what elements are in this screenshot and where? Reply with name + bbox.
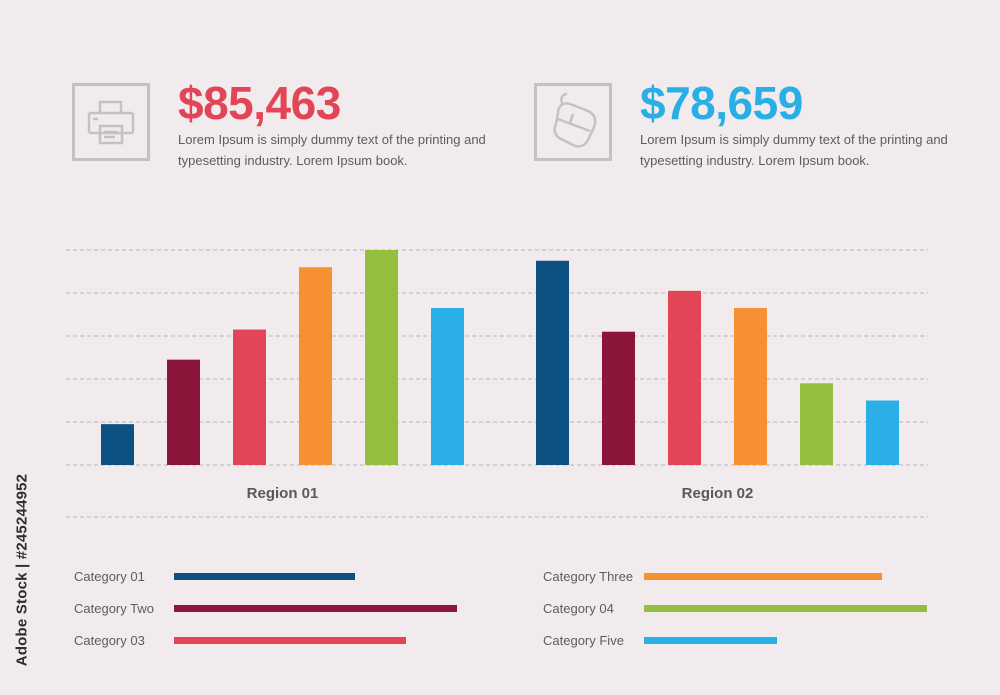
bar-2-5 [800, 383, 833, 465]
legend-label: Category Three [543, 569, 634, 584]
legend-bar [174, 605, 457, 612]
legend-bar [174, 637, 407, 644]
legend-bar [174, 573, 356, 580]
bar-2-2 [602, 331, 635, 465]
legend-bar [644, 605, 927, 612]
bar-1-3 [233, 329, 266, 465]
bar-2-6 [866, 400, 899, 465]
bar-2-4 [734, 308, 767, 465]
printer-icon [72, 83, 150, 161]
bar-2-3 [668, 290, 701, 465]
legend-label: Category 01 [74, 569, 145, 584]
legend-item: Category Three [543, 567, 927, 587]
grouped-bar-chart: Region 01 Region 02 [66, 249, 928, 518]
watermark-text: Adobe Stock | #245244952 [13, 473, 31, 667]
legend-item: Category 01 [74, 567, 457, 587]
stat-value: $85,463 [178, 77, 341, 129]
region-label: Region 01 [247, 485, 319, 502]
watermark: Adobe Stock | #245244952 [6, 455, 38, 685]
bar-1-4 [299, 267, 332, 465]
legend-label: Category 03 [74, 633, 145, 648]
legend-label: Category Five [543, 633, 624, 648]
stat-value: $78,659 [640, 77, 803, 129]
bar-2-1 [536, 260, 569, 465]
bar-1-1 [101, 424, 134, 465]
mouse-icon [534, 83, 612, 161]
region-label: Region 02 [682, 485, 754, 502]
legend-label: Category Two [74, 601, 154, 616]
legend-item: Category 03 [74, 631, 457, 651]
legend-item: Category 04 [543, 599, 927, 619]
legend-bar [644, 637, 777, 644]
bar-1-5 [365, 250, 398, 465]
legend-item: Category Two [74, 599, 457, 619]
legend-item: Category Five [543, 631, 927, 651]
legend-label: Category 04 [543, 601, 614, 616]
bar-1-2 [167, 359, 200, 465]
stat-description: Lorem Ipsum is simply dummy text of the … [640, 132, 948, 168]
bar-1-6 [431, 308, 464, 465]
stat-description: Lorem Ipsum is simply dummy text of the … [178, 132, 486, 168]
legend-bar [644, 573, 882, 580]
